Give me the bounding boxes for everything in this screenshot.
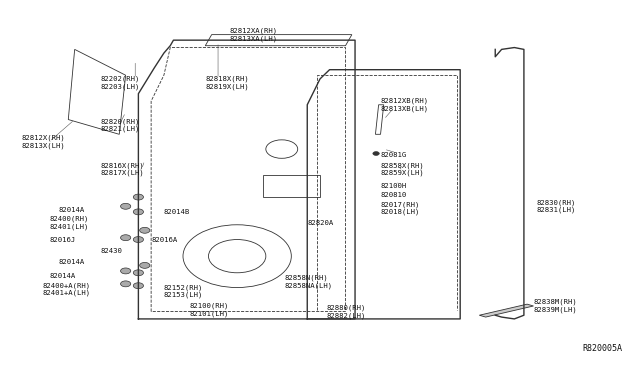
- Text: 82014B: 82014B: [164, 209, 190, 215]
- Text: 820810: 820810: [381, 192, 407, 198]
- Circle shape: [120, 268, 131, 274]
- Text: 82838M(RH)
82839M(LH): 82838M(RH) 82839M(LH): [534, 299, 577, 313]
- Text: 82820(RH)
82821(LH): 82820(RH) 82821(LH): [100, 118, 140, 132]
- Text: 82830(RH)
82831(LH): 82830(RH) 82831(LH): [537, 199, 576, 213]
- Circle shape: [120, 235, 131, 241]
- Text: 82430: 82430: [100, 248, 122, 254]
- Text: 82812XB(RH)
82813XB(LH): 82812XB(RH) 82813XB(LH): [381, 98, 429, 112]
- Circle shape: [133, 237, 143, 243]
- Circle shape: [133, 270, 143, 276]
- Text: 82858N(RH)
82858NA(LH): 82858N(RH) 82858NA(LH): [285, 275, 333, 289]
- Text: 82016A: 82016A: [151, 237, 177, 243]
- Polygon shape: [479, 304, 534, 317]
- Text: 82812X(RH)
82813X(LH): 82812X(RH) 82813X(LH): [22, 135, 65, 149]
- Text: 82152(RH)
82153(LH): 82152(RH) 82153(LH): [164, 284, 204, 298]
- Text: 82400(RH)
82401(LH): 82400(RH) 82401(LH): [49, 216, 88, 230]
- Circle shape: [133, 283, 143, 289]
- Text: 82880(RH)
82882(LH): 82880(RH) 82882(LH): [326, 305, 365, 318]
- Text: 82820A: 82820A: [307, 220, 333, 226]
- Text: 82818X(RH)
82819X(LH): 82818X(RH) 82819X(LH): [205, 76, 249, 90]
- Text: 82400+A(RH)
82401+A(LH): 82400+A(RH) 82401+A(LH): [43, 282, 91, 296]
- Text: 82816X(RH)
82817X(LH): 82816X(RH) 82817X(LH): [100, 163, 144, 176]
- Text: 82014A: 82014A: [49, 273, 76, 279]
- Text: 82014A: 82014A: [59, 259, 85, 265]
- Text: 82014A: 82014A: [59, 207, 85, 213]
- Circle shape: [140, 227, 150, 233]
- Text: 82081G: 82081G: [381, 152, 407, 158]
- Text: R820005A: R820005A: [582, 344, 623, 353]
- Text: 82100H: 82100H: [381, 183, 407, 189]
- Text: 82812XA(RH)
82813XA(LH): 82812XA(RH) 82813XA(LH): [229, 28, 277, 42]
- Text: 82100(RH)
82101(LH): 82100(RH) 82101(LH): [189, 303, 228, 317]
- Circle shape: [140, 262, 150, 268]
- Text: 82016J: 82016J: [49, 237, 76, 243]
- Text: 82202(RH)
82203(LH): 82202(RH) 82203(LH): [100, 76, 140, 90]
- Circle shape: [133, 209, 143, 215]
- Circle shape: [133, 194, 143, 200]
- Circle shape: [120, 281, 131, 287]
- Text: 82858X(RH)
82859X(LH): 82858X(RH) 82859X(LH): [381, 163, 424, 176]
- Circle shape: [120, 203, 131, 209]
- Text: 82017(RH)
82018(LH): 82017(RH) 82018(LH): [381, 201, 420, 215]
- Circle shape: [373, 152, 380, 155]
